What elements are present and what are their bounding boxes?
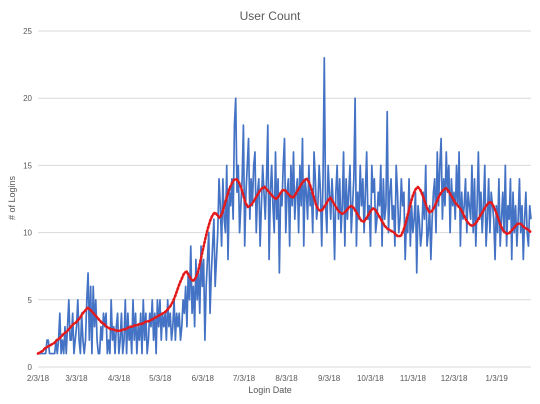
y-tick-label: 5	[28, 296, 33, 305]
x-tick-label: 3/3/18	[65, 374, 88, 383]
chart-title: User Count	[240, 9, 301, 23]
x-tick-label: 11/3/18	[400, 374, 427, 383]
x-tick-label: 10/3/18	[357, 374, 384, 383]
y-tick-label: 25	[23, 27, 32, 36]
x-tick-label: 5/3/18	[149, 374, 172, 383]
x-tick-label: 8/3/18	[275, 374, 298, 383]
y-tick-label: 15	[23, 161, 32, 170]
y-tick-labels: 0 5 10 15 20 25	[23, 27, 32, 372]
x-tick-label: 2/3/18	[27, 374, 50, 383]
x-tick-label: 1/3/19	[486, 374, 509, 383]
x-axis-title: Login Date	[248, 385, 292, 395]
x-tick-labels: 2/3/18 3/3/18 4/3/18 5/3/18 6/3/18 7/3/18 8/3/…	[27, 374, 508, 383]
y-tick-label: 10	[23, 229, 32, 238]
series-layer	[38, 58, 531, 354]
x-tick-label: 4/3/18	[108, 374, 131, 383]
x-tick-label: 6/3/18	[192, 374, 215, 383]
y-tick-label: 20	[23, 94, 32, 103]
x-tick-label: 7/3/18	[233, 374, 256, 383]
y-tick-label: 0	[28, 363, 33, 372]
y-axis-title: # of Logins	[7, 175, 17, 220]
x-tick-label: 12/3/18	[441, 374, 468, 383]
x-tick-label: 9/3/18	[318, 374, 341, 383]
